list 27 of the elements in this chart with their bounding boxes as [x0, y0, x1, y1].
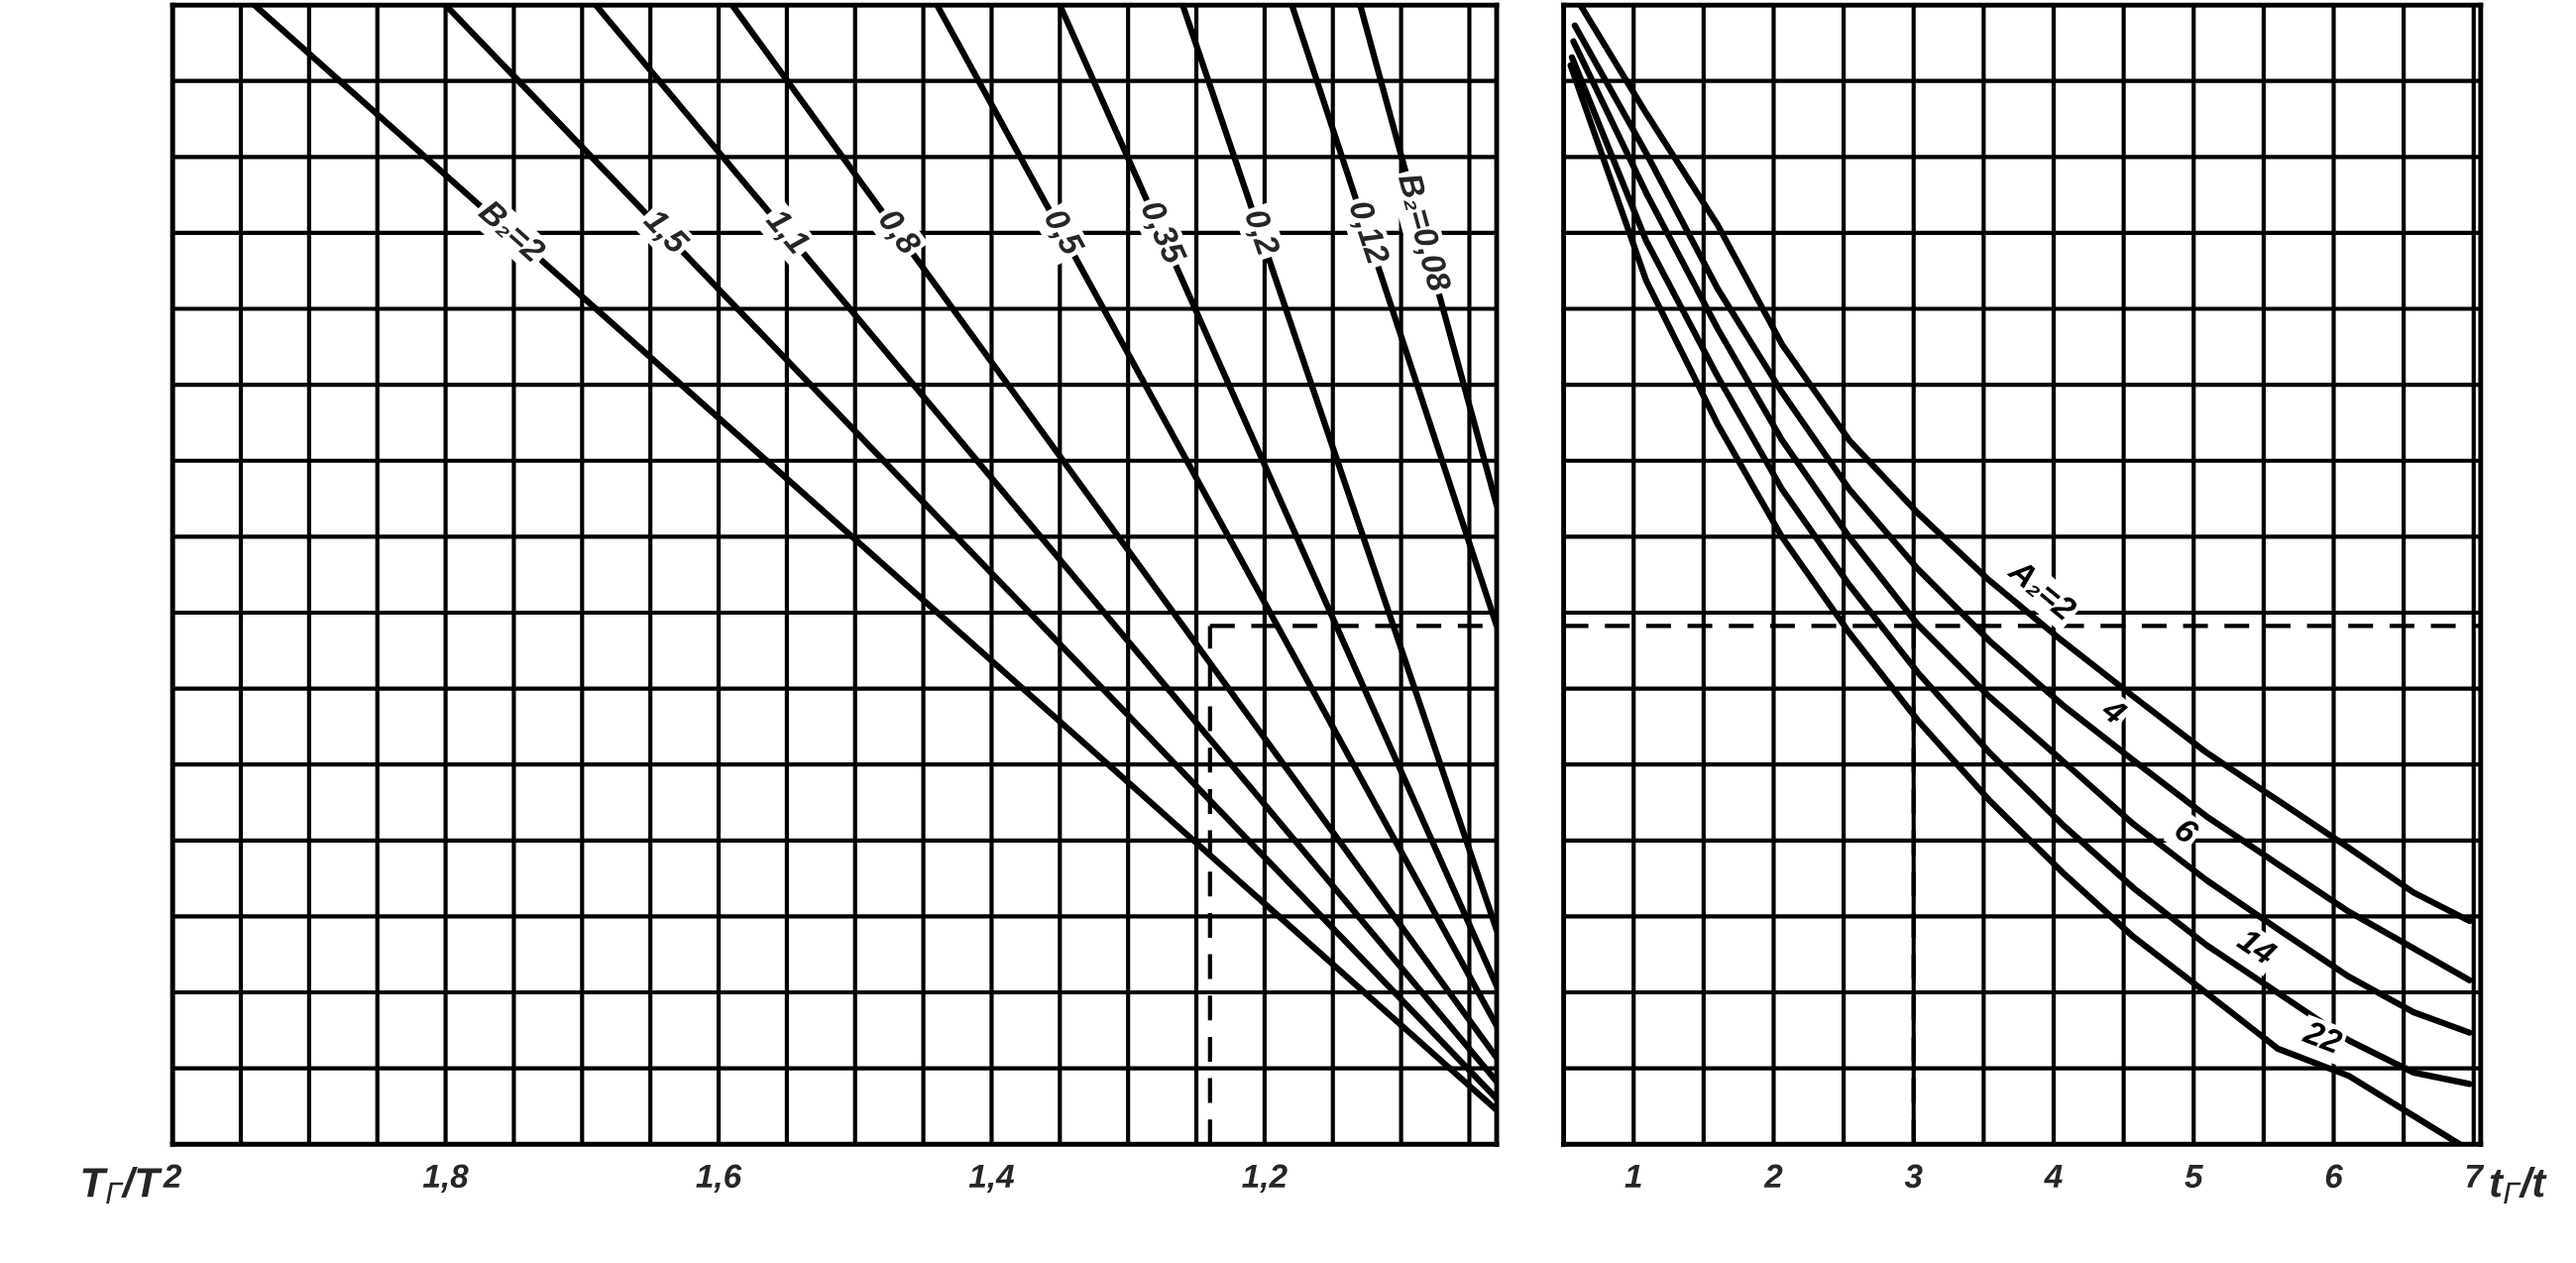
- x-tick-label: 2: [1763, 1164, 1783, 1188]
- x-tick-label: 7: [2466, 1164, 2485, 1188]
- text: 22: [2300, 1019, 2345, 1055]
- x-tick-label: 4: [2044, 1164, 2063, 1188]
- text: 1,5: [638, 206, 692, 260]
- x-tick-label: 1,4: [968, 1164, 1015, 1194]
- text: B₂=0,08: [1393, 172, 1453, 294]
- x-tick-label: 3: [1904, 1164, 1923, 1189]
- x-tick-label: 6: [2325, 1164, 2343, 1189]
- text: 0,35: [1136, 198, 1188, 269]
- text: 0,12: [1344, 198, 1392, 268]
- x-tick-label: 1,6: [696, 1164, 742, 1194]
- text: 0,5: [1039, 206, 1086, 261]
- x-tick-label: 5: [2184, 1164, 2203, 1189]
- x-tick-label: 1,2: [1242, 1164, 1288, 1194]
- x-tick-label: 1,8: [422, 1164, 469, 1194]
- text: 0,2: [1240, 207, 1282, 259]
- x-tick-label: 2: [163, 1164, 182, 1188]
- text: A₂=2: [2005, 556, 2079, 624]
- x-axis-title: T$_{Г}$/T: [82, 1167, 163, 1205]
- text: 14: [2235, 926, 2279, 967]
- text: 1,1: [761, 206, 812, 259]
- text: 6: [2173, 816, 2201, 846]
- text: 4: [2099, 696, 2129, 726]
- x-axis-title: t$_{Г}$/t: [2490, 1167, 2547, 1205]
- x-tick-label: 1: [1624, 1164, 1641, 1188]
- text: 0,8: [873, 206, 924, 260]
